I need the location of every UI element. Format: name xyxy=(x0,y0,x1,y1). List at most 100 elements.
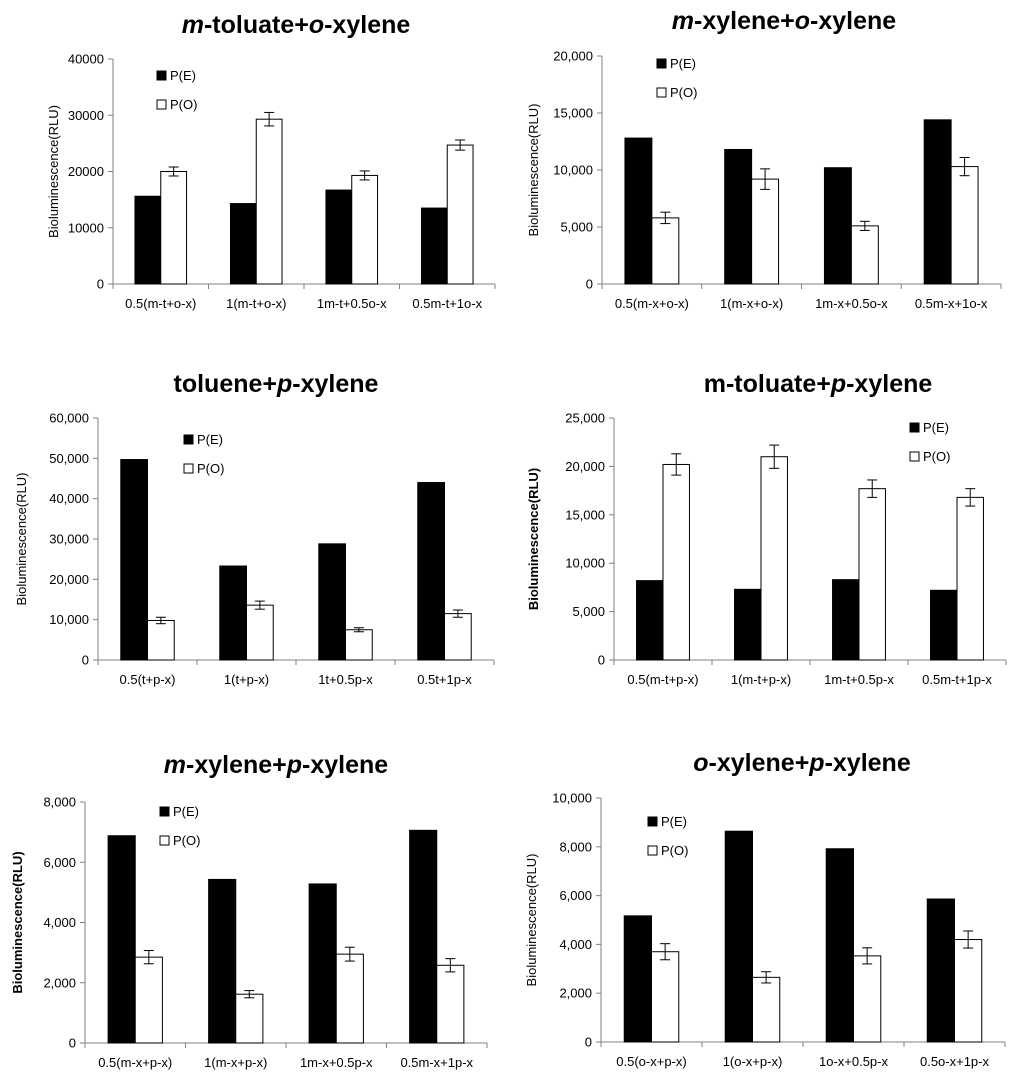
bar-pe xyxy=(734,588,762,661)
legend-swatch xyxy=(159,835,170,846)
y-tick-label: 15,000 xyxy=(553,106,593,121)
y-tick-label: 0 xyxy=(585,1035,592,1050)
bar-pe xyxy=(926,898,956,1043)
error-bar xyxy=(660,943,671,961)
legend-label: P(E) xyxy=(197,432,223,447)
bar-po xyxy=(752,976,781,1043)
bar-po xyxy=(255,118,283,285)
chart-title: o-xylene+p-xylene xyxy=(693,749,911,777)
bar-pe xyxy=(308,883,337,1044)
x-tick-label: 0.5(m-t+o-x) xyxy=(125,296,196,311)
legend-swatch xyxy=(156,70,167,81)
y-tick-label: 0 xyxy=(586,277,593,292)
error-bar xyxy=(254,600,265,610)
error-bar xyxy=(344,946,355,962)
x-tick-label: 1(t+p-x) xyxy=(224,672,269,687)
y-tick-label: 10,000 xyxy=(552,791,592,806)
bar-po xyxy=(436,964,465,1044)
error-bar xyxy=(862,947,873,965)
y-tick-label: 10000 xyxy=(68,220,104,235)
bar-pe xyxy=(409,829,438,1044)
y-axis-label: Bioluminescence(RLU) xyxy=(526,468,541,610)
x-tick-label: 1m-t+0.5p-x xyxy=(824,672,894,687)
bar-pe xyxy=(208,878,237,1044)
error-bar xyxy=(963,930,974,949)
bar-pe xyxy=(417,482,445,661)
legend-label: P(O) xyxy=(170,97,197,112)
chart-panel-2: m-xylene+o-xylene 0 5,000 10,000 15,000 20,00… xyxy=(512,0,1024,320)
y-tick-label: 5,000 xyxy=(572,604,605,619)
bar-pe xyxy=(825,848,855,1043)
x-tick-label: 1(m-t+p-x) xyxy=(731,672,791,687)
bar-po xyxy=(956,496,984,661)
legend-label: P(O) xyxy=(661,843,688,858)
x-tick-label: 0.5m-t+1p-x xyxy=(922,672,992,687)
error-bar xyxy=(445,958,456,973)
bar-po xyxy=(235,993,264,1044)
bar-pe xyxy=(219,565,248,661)
y-axis-label: Bioluminescence(RLU) xyxy=(10,851,25,993)
bar-po xyxy=(160,171,188,285)
chart-2-svg: m-xylene+o-xylene 0 5,000 10,000 15,000 20,00… xyxy=(526,7,1002,311)
x-tick-label: 0.5(m-t+p-x) xyxy=(627,672,698,687)
error-bar xyxy=(455,139,466,151)
x-tick-label: 1m-x+0.5p-x xyxy=(300,1055,373,1070)
y-tick-label: 20,000 xyxy=(553,49,593,64)
y-tick-label: 4,000 xyxy=(43,915,76,930)
bar-po xyxy=(850,225,879,285)
error-bar xyxy=(959,156,970,177)
legend-swatch xyxy=(647,845,658,856)
bar-po xyxy=(950,166,979,285)
legend-label: P(O) xyxy=(173,833,200,848)
y-tick-label: 10,000 xyxy=(553,163,593,178)
error-bar xyxy=(671,453,682,476)
bar-pe xyxy=(923,119,952,285)
y-tick-label: 20,000 xyxy=(565,459,605,474)
bar-po xyxy=(147,619,175,661)
y-tick-label: 8,000 xyxy=(43,795,76,810)
x-tick-label: 0.5m-x+1o-x xyxy=(915,296,988,311)
x-tick-label: 1(m-x+p-x) xyxy=(204,1055,267,1070)
y-tick-label: 20000 xyxy=(68,164,104,179)
bar-pe xyxy=(636,580,664,661)
legend-swatch xyxy=(909,451,920,462)
x-tick-label: 0.5m-t+1o-x xyxy=(412,296,482,311)
bar-po xyxy=(662,463,690,661)
chart-1-svg: m-toluate+o-xylene 0 10000 20000 30000 40000 B… xyxy=(46,11,496,311)
error-bar xyxy=(760,168,771,190)
chart-4-svg: m-toluate+p-xylene 0 5,000 10,000 15,000 20,0… xyxy=(526,370,1007,687)
y-tick-label: 40000 xyxy=(68,52,104,67)
y-axis-label: Bioluminescence(RLU) xyxy=(46,105,61,238)
y-tick-label: 10,000 xyxy=(565,556,605,571)
legend-label: P(O) xyxy=(923,449,950,464)
legend-label: P(E) xyxy=(670,56,696,71)
bar-pe xyxy=(624,137,653,285)
bar-po xyxy=(651,217,680,285)
bar-po xyxy=(444,613,472,661)
x-tick-label: 0.5(o-x+p-x) xyxy=(616,1054,686,1069)
y-axis-label: Bioluminescence(RLU) xyxy=(526,104,541,237)
y-axis-label: Bioluminescence(RLU) xyxy=(524,854,539,987)
y-tick-label: 6,000 xyxy=(43,855,76,870)
bar-po xyxy=(335,953,364,1044)
chart-panel-1: m-toluate+o-xylene 0 10000 20000 30000 40000 B… xyxy=(0,0,512,320)
bar-po xyxy=(760,456,788,661)
bar-pe xyxy=(724,148,753,285)
legend-swatch xyxy=(656,87,667,98)
y-tick-label: 5,000 xyxy=(560,220,593,235)
legend-label: P(E) xyxy=(661,814,687,829)
y-tick-label: 4,000 xyxy=(559,937,592,952)
x-tick-label: 1m-x+0.5o-x xyxy=(815,296,888,311)
legend-swatch xyxy=(183,434,194,445)
x-tick-label: 1m-t+0.5o-x xyxy=(317,296,387,311)
bar-pe xyxy=(832,579,860,661)
bar-pe xyxy=(325,189,353,285)
chart-6-svg: o-xylene+p-xylene 0 2,000 4,000 6,000 8,000 10… xyxy=(524,749,1006,1069)
y-tick-label: 0 xyxy=(598,653,605,668)
bar-po xyxy=(853,955,882,1043)
bar-pe xyxy=(420,207,448,285)
bar-po xyxy=(858,488,886,661)
legend-swatch xyxy=(647,816,658,827)
legend-swatch xyxy=(656,58,667,69)
